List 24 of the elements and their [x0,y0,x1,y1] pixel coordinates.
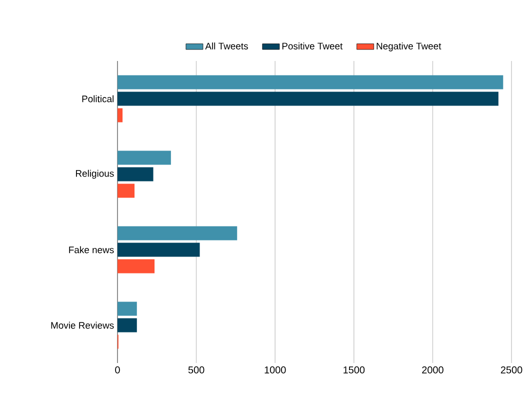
y-tick-label: Movie Reviews [51,322,114,329]
x-tick-label: 1500 [344,366,365,374]
x-tick-label: 1000 [264,366,286,374]
y-tick-label: Fake news [69,246,114,254]
bar [118,318,137,332]
legend-label: Positive Tweet [282,42,343,50]
bar [118,75,504,90]
y-tick-label: Religious [76,170,114,179]
y-tick-label: Political [82,95,114,102]
bar [118,92,498,106]
bar [118,259,155,274]
x-tick-label: 500 [188,366,204,374]
bar [118,167,154,182]
bar [118,242,200,257]
bar [118,108,123,122]
x-tick-label: 2500 [500,366,522,374]
x-tick-label: 2000 [422,366,444,374]
legend-label: All Tweets [205,42,248,50]
bar [118,226,238,240]
bar [118,184,135,198]
x-tick-label: 0 [115,366,120,374]
legend-label: Negative Tweet [376,42,442,52]
bar [118,150,171,165]
bar [118,302,137,316]
